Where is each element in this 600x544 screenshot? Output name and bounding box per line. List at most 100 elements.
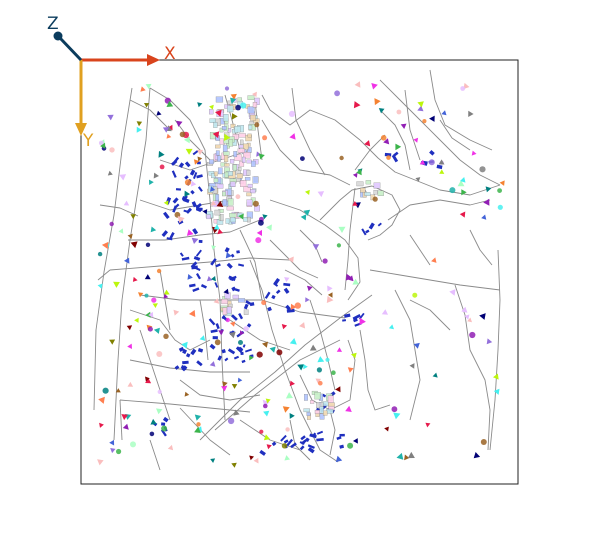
building: [200, 284, 207, 289]
building: [190, 348, 197, 356]
poi-triangle-marker: [145, 311, 151, 318]
building: [189, 169, 196, 176]
road: [329, 409, 336, 456]
poi-triangle-marker: [352, 172, 358, 178]
poi-triangle-marker: [118, 228, 124, 234]
road: [179, 379, 261, 401]
poi-triangle-marker: [483, 198, 490, 206]
poi-triangle-marker: [303, 209, 311, 216]
poi-triangle-marker: [209, 104, 214, 110]
poi-circle-marker: [479, 166, 486, 173]
building: [322, 393, 327, 398]
x-axis-arrowhead: [147, 54, 160, 66]
building: [193, 255, 201, 261]
building: [215, 263, 221, 268]
road: [269, 199, 361, 301]
poi-circle-marker: [235, 104, 241, 111]
poi-triangle-marker: [449, 289, 456, 296]
y-axis-arrowhead: [75, 123, 87, 136]
poi-triangle-marker: [167, 124, 173, 131]
poi-cluster-block: [252, 176, 259, 184]
poi-cluster-block: [230, 123, 236, 128]
poi-triangle-marker: [303, 364, 308, 370]
building: [190, 261, 198, 269]
poi-triangle-marker: [459, 211, 466, 218]
poi-triangle-marker: [138, 292, 144, 298]
building: [172, 197, 179, 204]
poi-triangle-marker: [335, 386, 341, 393]
poi-triangle-marker: [364, 140, 371, 147]
poi-triangle-marker: [269, 346, 276, 353]
poi-triangle-marker: [193, 159, 200, 165]
road: [409, 299, 451, 331]
poi-triangle-marker: [238, 213, 244, 220]
poi-triangle-marker: [223, 133, 231, 141]
poi-triangle-marker: [417, 105, 424, 112]
poi-triangle-marker: [327, 292, 333, 298]
poi-cluster-block: [246, 169, 251, 176]
poi-triangle-marker: [163, 289, 170, 295]
poi-cluster-block: [250, 114, 256, 121]
poi-triangle-marker: [206, 276, 213, 282]
poi-circle-marker: [156, 268, 162, 274]
road: [109, 257, 291, 271]
building: [243, 303, 249, 310]
building: [196, 360, 203, 367]
poi-circle-marker: [225, 317, 230, 323]
road: [469, 229, 493, 266]
poi-circle-marker: [109, 147, 115, 153]
poi-cluster-block: [373, 190, 378, 195]
poi-circle-marker: [116, 448, 122, 455]
building: [195, 202, 202, 209]
building: [224, 247, 230, 253]
poi-triangle-marker: [126, 325, 133, 331]
building: [267, 306, 272, 312]
poi-triangle-marker: [417, 101, 424, 108]
building: [227, 348, 236, 355]
poi-triangle-marker: [317, 191, 325, 198]
poi-triangle-marker: [211, 245, 217, 250]
poi-circle-marker: [347, 442, 354, 449]
poi-circle-marker: [255, 237, 262, 244]
poi-triangle-marker: [464, 314, 470, 320]
poi-triangle-marker: [460, 177, 466, 183]
poi-triangle-marker: [327, 285, 333, 292]
poi-cluster-block: [365, 180, 372, 185]
poi-triangle-marker: [99, 422, 104, 428]
poi-triangle-marker: [384, 426, 389, 432]
poi-circle-marker: [480, 439, 487, 445]
building: [196, 174, 203, 179]
poi-cluster-block: [250, 189, 256, 194]
building: [197, 186, 203, 192]
poi-circle-marker: [259, 429, 264, 434]
poi-circle-marker: [98, 140, 104, 146]
poi-triangle-marker: [300, 214, 307, 221]
poi-circle-marker: [288, 110, 296, 117]
poi-triangle-marker: [185, 148, 193, 155]
poi-cluster-block: [234, 126, 241, 133]
poi-circle-marker: [449, 187, 456, 194]
poi-circle-marker: [144, 293, 149, 298]
building: [171, 159, 178, 166]
poi-triangle-marker: [199, 335, 206, 341]
building: [249, 302, 255, 307]
poi-circle-marker: [262, 135, 268, 141]
poi-cluster-block: [247, 133, 252, 138]
poi-circle-marker: [256, 351, 263, 358]
poi-triangle-marker: [210, 458, 216, 463]
road: [179, 407, 231, 456]
poi-triangle-marker: [144, 274, 151, 280]
building: [336, 436, 342, 441]
road: [129, 99, 169, 129]
poi-circle-marker: [227, 417, 235, 425]
poi-circle-marker: [254, 122, 260, 128]
building: [169, 232, 175, 239]
poi-circle-marker: [339, 155, 344, 161]
poi-triangle-marker: [499, 180, 505, 186]
poi-triangle-marker: [289, 413, 295, 419]
poi-triangle-marker: [162, 127, 170, 133]
poi-triangle-marker: [461, 189, 467, 196]
poi-cluster-block: [206, 214, 211, 220]
poi-triangle-marker: [383, 138, 390, 145]
building: [174, 365, 180, 370]
